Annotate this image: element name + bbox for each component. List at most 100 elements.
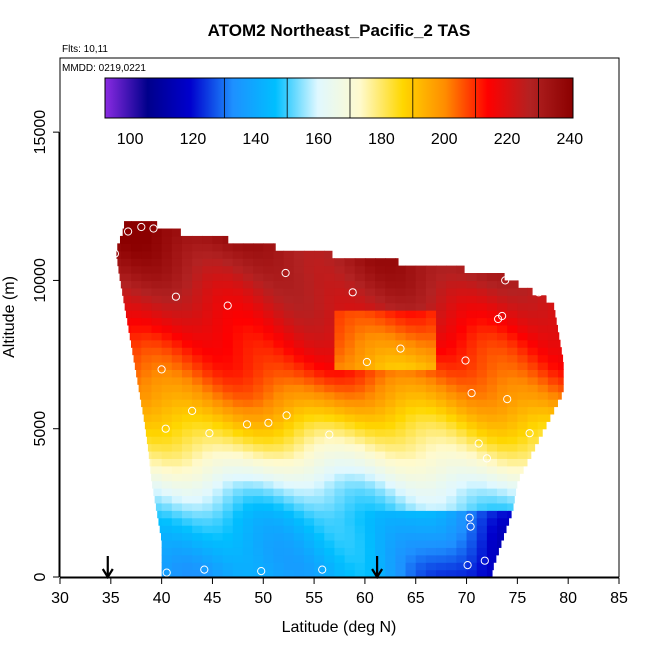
heatmap-cell <box>212 465 224 474</box>
heatmap-cell <box>222 413 234 422</box>
heatmap-cell <box>303 287 315 296</box>
heatmap-cell <box>517 421 529 430</box>
heatmap-cell <box>456 324 468 333</box>
heatmap-cell <box>232 421 244 430</box>
heatmap-cell <box>283 458 295 467</box>
heatmap-cell <box>527 287 533 296</box>
heatmap-cell <box>334 258 346 267</box>
heatmap-cell <box>466 310 478 319</box>
heatmap-cell <box>192 384 203 393</box>
heatmap-cell <box>558 347 562 356</box>
heatmap-cell <box>181 443 193 452</box>
heatmap-cell <box>253 243 264 252</box>
heatmap-cell <box>120 235 132 244</box>
heatmap-cell <box>253 421 264 430</box>
heatmap-cell <box>385 480 396 489</box>
heatmap-cell <box>395 399 407 408</box>
heatmap-cell <box>293 302 305 311</box>
heatmap-cell <box>405 517 417 526</box>
heatmap-cell <box>364 473 376 482</box>
heatmap-cell <box>364 361 376 370</box>
heatmap-cell <box>212 539 224 548</box>
heatmap-cell <box>232 317 244 326</box>
heatmap-cell <box>161 547 173 556</box>
heatmap-cell <box>334 532 346 541</box>
heatmap-cell <box>171 562 183 571</box>
heatmap-cell <box>425 391 437 400</box>
heatmap-cell <box>293 361 305 370</box>
heatmap-cell <box>314 302 325 311</box>
heatmap-cell <box>537 413 549 422</box>
heatmap-cell <box>324 539 336 548</box>
heatmap-cell <box>283 317 295 326</box>
heatmap-cell <box>222 399 234 408</box>
heatmap-cell <box>415 391 427 400</box>
heatmap-cell <box>466 287 478 296</box>
heatmap-cell <box>161 228 173 237</box>
heatmap-cell <box>232 347 244 356</box>
heatmap-cell <box>273 517 285 526</box>
heatmap-cell <box>425 354 437 363</box>
heatmap-cell <box>151 384 163 393</box>
colorbar-frame <box>104 77 574 119</box>
heatmap-cell <box>497 339 508 348</box>
heatmap-cell <box>253 458 264 467</box>
heatmap-cell <box>232 258 244 267</box>
heatmap-cell <box>283 361 295 370</box>
heatmap-cell <box>344 376 356 385</box>
heatmap-cell <box>155 502 163 511</box>
heatmap-cell <box>303 517 315 526</box>
heatmap-cell <box>405 384 417 393</box>
heatmap-cell <box>476 562 488 571</box>
heatmap-cell <box>446 384 457 393</box>
heatmap-cell <box>171 406 183 415</box>
heatmap-cell <box>425 443 437 452</box>
heatmap-cell <box>192 443 203 452</box>
heatmap-cell <box>354 287 366 296</box>
heatmap-cell <box>222 443 234 452</box>
heatmap-cell <box>385 302 396 311</box>
heatmap-cell <box>283 502 295 511</box>
heatmap-cell <box>415 569 427 578</box>
heatmap-cell <box>385 539 396 548</box>
heatmap-cell <box>456 569 468 578</box>
heatmap-cell <box>232 406 244 415</box>
heatmap-cell <box>364 369 376 378</box>
heatmap-cell <box>212 480 224 489</box>
heatmap-cell <box>293 265 305 274</box>
heatmap-cell <box>212 310 224 319</box>
heatmap-cell <box>202 539 214 548</box>
heatmap-cell <box>283 510 295 519</box>
heatmap-cell <box>375 510 386 519</box>
heatmap-cell <box>232 310 244 319</box>
heatmap-cell <box>334 539 346 548</box>
heatmap-cell <box>446 399 457 408</box>
heatmap-cell <box>395 450 407 459</box>
heatmap-cell <box>263 384 275 393</box>
heatmap-cell <box>436 495 447 504</box>
heatmap-cell <box>415 510 427 519</box>
heatmap-cell <box>446 361 457 370</box>
heatmap-cell <box>517 458 528 467</box>
heatmap-cell <box>314 458 325 467</box>
heatmap-cell <box>263 376 275 385</box>
heatmap-cell <box>314 502 325 511</box>
heatmap-cell <box>293 562 305 571</box>
heatmap-cell <box>497 295 508 304</box>
heatmap-cell <box>253 332 264 341</box>
heatmap-cell <box>497 510 508 519</box>
heatmap-cell <box>202 554 214 563</box>
heatmap-cell <box>181 287 193 296</box>
heatmap-cell <box>273 510 285 519</box>
heatmap-cell <box>354 310 366 319</box>
heatmap-cell <box>476 413 488 422</box>
heatmap-cell <box>293 488 305 497</box>
heatmap-cell <box>293 458 305 467</box>
heatmap-cell <box>314 480 325 489</box>
heatmap-cell <box>161 384 173 393</box>
heatmap-cell <box>425 488 437 497</box>
heatmap-cell <box>303 347 315 356</box>
heatmap-cell <box>314 354 325 363</box>
heatmap-cell <box>171 480 183 489</box>
heatmap-cell <box>385 265 396 274</box>
